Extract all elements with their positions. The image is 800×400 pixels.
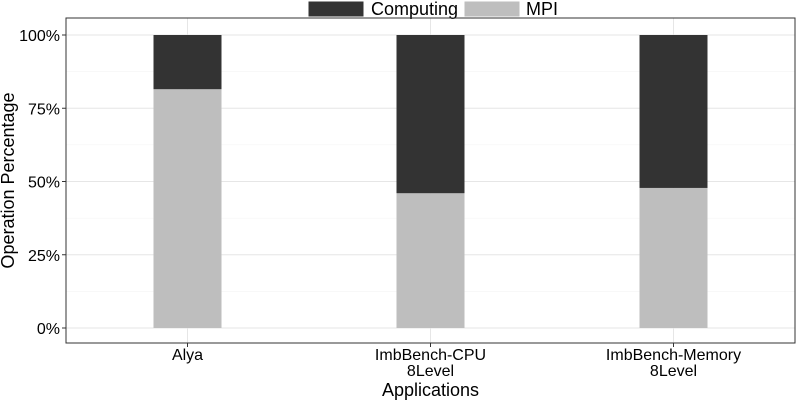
bar-computing-3 [639, 35, 708, 188]
y-tick-label: 25% [28, 248, 60, 265]
legend-label-computing: Computing [371, 0, 458, 19]
x-tick-label: Alya [172, 347, 203, 364]
x-axis: Alya ImbBench-CPU 8Level ImbBench-Memory 8Le… [172, 343, 741, 380]
y-axis: 0% 25% 50% 75% 100% [19, 28, 66, 338]
bars [153, 35, 708, 328]
y-tick-label: 0% [37, 321, 60, 338]
y-axis-title: Operation Percentage [0, 92, 18, 268]
bar-mpi-1 [153, 89, 222, 328]
x-tick-label: ImbBench-Memory 8Level [606, 347, 741, 380]
y-tick-label: 75% [28, 101, 60, 118]
x-tick-label: ImbBench-CPU 8Level [375, 347, 486, 380]
bar-computing-2 [396, 35, 465, 194]
legend-key-computing [307, 0, 365, 18]
legend-label-mpi: MPI [526, 0, 558, 19]
x-axis-title: Applications [382, 380, 479, 400]
legend: Computing MPI [307, 0, 558, 19]
y-tick-label: 50% [28, 175, 60, 192]
bar-computing-1 [153, 35, 222, 90]
bar-mpi-3 [639, 187, 708, 328]
bar-mpi-2 [396, 193, 465, 328]
y-tick-label: 100% [19, 28, 60, 45]
legend-key-mpi [463, 0, 521, 18]
